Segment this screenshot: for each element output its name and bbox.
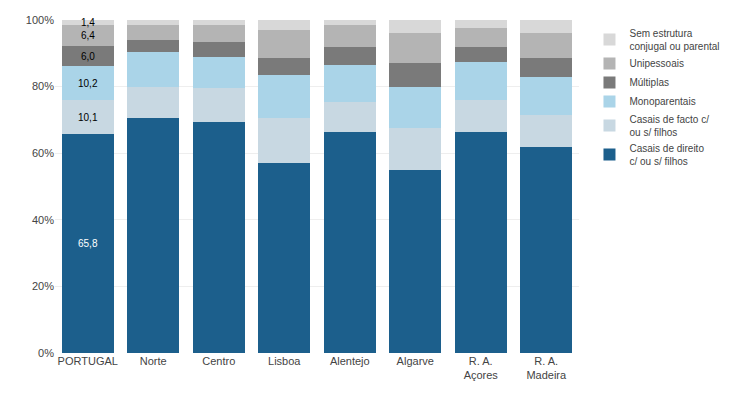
svg-text:Monoparentais: Monoparentais	[629, 96, 695, 107]
svg-text:0%: 0%	[38, 347, 54, 359]
svg-text:Alentejo: Alentejo	[330, 355, 370, 367]
svg-text:100%: 100%	[26, 14, 54, 26]
svg-text:PORTUGAL: PORTUGAL	[58, 355, 118, 367]
svg-text:Algarve: Algarve	[397, 355, 434, 367]
svg-text:40%: 40%	[32, 214, 54, 226]
svg-text:20%: 20%	[32, 280, 54, 292]
svg-text:R. A.Madeira: R. A.Madeira	[526, 355, 567, 381]
svg-text:Lisboa: Lisboa	[268, 355, 301, 367]
svg-text:80%: 80%	[32, 80, 54, 92]
svg-text:Unipessoais: Unipessoais	[629, 58, 683, 69]
svg-text:60%: 60%	[32, 147, 54, 159]
svg-text:Casais de direitoc/ ou s/ filh: Casais de direitoc/ ou s/ filhos	[629, 143, 704, 167]
svg-text:Centro: Centro	[202, 355, 235, 367]
svg-text:10,2: 10,2	[78, 78, 98, 89]
svg-text:Múltiplas: Múltiplas	[629, 77, 668, 88]
svg-text:6,4: 6,4	[81, 30, 95, 41]
svg-text:R. A.Açores: R. A.Açores	[464, 355, 499, 381]
svg-text:65,8: 65,8	[78, 238, 98, 249]
svg-text:Sem estruturaconjugal ou paren: Sem estruturaconjugal ou parental	[629, 28, 719, 52]
svg-text:1,4: 1,4	[81, 17, 95, 28]
svg-text:10,1: 10,1	[78, 112, 98, 123]
svg-text:Norte: Norte	[140, 355, 167, 367]
svg-text:6,0: 6,0	[81, 51, 95, 62]
svg-text:Casais de facto c/ou s/ filhos: Casais de facto c/ou s/ filhos	[629, 114, 709, 138]
